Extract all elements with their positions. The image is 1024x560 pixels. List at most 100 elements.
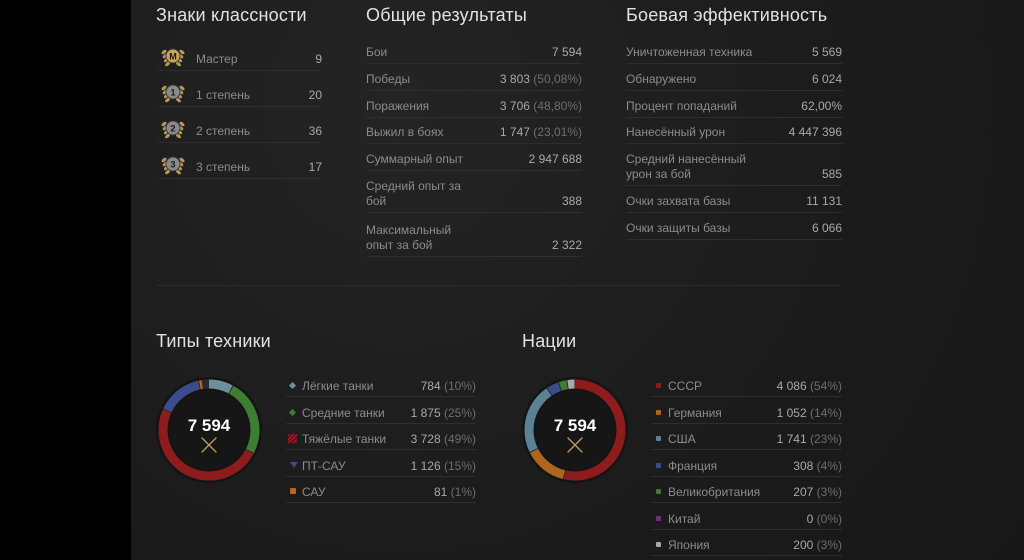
overall-row-label: Средний опыт за бой [366, 179, 461, 208]
medium-tank-icon [288, 408, 297, 416]
legend-percent: (23%) [809, 432, 842, 446]
overall-value-percent: (48,80%) [533, 99, 582, 113]
nation-marker-icon [656, 489, 661, 494]
legend-count: 0 [806, 511, 814, 526]
overall-row-label: Выжил в боях [366, 125, 444, 139]
vehicle_types-legend-label: Средние танки [302, 405, 385, 420]
nations-legend-label: Франция [668, 458, 718, 473]
vehicle_types-legend-value: 784 (10%) [421, 379, 476, 393]
efficiency-row-label: Средний нанесённый урон за бой [626, 152, 746, 181]
nation-marker-icon [656, 515, 661, 521]
overall-row: Максимальный опыт за бой 2 322 [366, 222, 582, 257]
overall-row-label: Максимальный опыт за бой [366, 223, 452, 252]
legend-percent: (54%) [809, 379, 842, 393]
badge-laurel-icon: M [158, 44, 188, 72]
donut-segment [158, 379, 260, 481]
efficiency-row-value: 62,00% [801, 99, 842, 113]
legend-percent: (25%) [443, 405, 476, 420]
nations-legend-row: Китай 0 (0%) [652, 509, 842, 530]
legend-percent: (0%) [816, 511, 842, 526]
overall-row-label: Победы [366, 72, 411, 86]
overall-value-percent: (23,01%) [533, 125, 582, 139]
nations-legend-row: СССР 4 086 (54%) [652, 376, 842, 397]
vehicle_types-legend-row: Тяжёлые танки 3 728 (49%) [286, 429, 476, 450]
overall-row: Суммарный опыт 2 947 688 [366, 151, 582, 171]
nations-legend-value: 308 (4%) [793, 459, 842, 473]
nation-marker-icon [656, 383, 661, 388]
nations-legend-label: Япония [668, 538, 710, 552]
vehicle_types-legend-label: ПТ-САУ [302, 458, 346, 473]
donut-total-value: 7 594 [554, 416, 597, 435]
badge-laurel-icon: 1 [158, 80, 188, 108]
efficiency-row-label: Нанесённый урон [626, 125, 726, 139]
heavy-tank-icon [288, 434, 297, 443]
overall-row: Победы 3 803 (50,08%) [366, 71, 582, 91]
vehicle_types-legend-row: ПТ-САУ 1 126 (15%) [286, 456, 476, 477]
legend-count: 200 [793, 538, 814, 552]
badge-value: 20 [308, 88, 322, 102]
legend-percent: (15%) [443, 458, 476, 473]
spg-icon [290, 488, 296, 494]
legend-percent: (4%) [816, 458, 842, 473]
badge-icon-text: 3 [170, 160, 175, 170]
badge-laurel-icon: 2 [158, 116, 188, 144]
badge-label: Мастер [196, 52, 238, 66]
efficiency-row-value: 4 447 396 [788, 125, 842, 139]
legend-count: 4 086 [776, 379, 807, 393]
overall-row: Бои 7 594 [366, 44, 582, 64]
crossed-swords-icon [201, 437, 217, 453]
badge-value: 36 [308, 124, 322, 138]
nations-donut: 7 594 [522, 377, 628, 483]
legend-count: 1 875 [410, 405, 441, 420]
vehicle-types-title: Типы техники [156, 331, 271, 351]
badge-label: 2 степень [196, 124, 251, 138]
badges-title: Знаки классности [156, 5, 307, 25]
vehicle_types-legend-label: САУ [302, 485, 326, 499]
vehicle-types-donut: 7 594 [156, 377, 262, 483]
donut-segment [524, 379, 626, 481]
efficiency-title: Боевая эффективность [626, 5, 828, 25]
legend-percent: (14%) [809, 405, 842, 420]
efficiency-row-label: Очки захвата базы [626, 194, 731, 208]
vehicle_types-legend-row: Средние танки 1 875 (25%) [286, 403, 476, 424]
badge-label: 1 степень [196, 88, 251, 102]
vehicle_types-legend-value: 1 126 (15%) [411, 459, 476, 473]
nations-legend-label: Великобритания [668, 485, 761, 499]
td-icon [290, 461, 298, 468]
overall-row-value: 1 747 (23,01%) [500, 125, 582, 140]
crossed-swords-icon [567, 437, 583, 453]
nations-legend-value: 0 (0%) [807, 512, 842, 526]
vehicle_types-legend-row: САУ 81 (1%) [286, 482, 476, 503]
vehicle_types-legend-value: 1 875 (25%) [411, 406, 476, 420]
efficiency-row-value: 585 [821, 167, 842, 181]
nations-legend-row: Япония 200 (3%) [652, 535, 842, 556]
efficiency-row: Нанесённый урон 4 447 396 [626, 124, 842, 144]
nations-legend-value: 200 (3%) [793, 538, 842, 552]
overall-value-number: 7 594 [551, 45, 582, 59]
efficiency-row: Средний нанесённый урон за бой 585 [626, 151, 842, 186]
efficiency-row: Процент попаданий 62,00% [626, 98, 842, 118]
overall-row: Средний опыт за бой 388 [366, 178, 582, 213]
nations-legend-label: Германия [668, 405, 722, 420]
overall-value-number: 3 706 [499, 99, 530, 113]
efficiency-row-label: Обнаружено [626, 72, 697, 86]
nations-legend-value: 4 086 (54%) [777, 379, 842, 393]
overall-row-value: 388 [562, 194, 582, 209]
nations-legend-row: США 1 741 (23%) [652, 429, 842, 450]
legend-count: 784 [420, 379, 441, 393]
overall-value-number: 3 803 [499, 72, 530, 86]
donut-center [535, 390, 615, 470]
legend-percent: (3%) [816, 485, 842, 499]
legend-count: 1 126 [410, 458, 441, 473]
overall-row-value: 7 594 [552, 45, 582, 60]
efficiency-row-value: 11 131 [806, 194, 842, 208]
overall-row: Выжил в боях 1 747 (23,01%) [366, 124, 582, 144]
badge-icon-text: 1 [170, 88, 175, 98]
vehicle_types-legend-label: Лёгкие танки [302, 379, 374, 393]
efficiency-row: Уничтоженная техника 5 569 [626, 44, 842, 64]
efficiency-row-label: Очки защиты базы [626, 221, 731, 235]
overall-row: Поражения 3 706 (48,80%) [366, 98, 582, 118]
legend-count: 1 052 [776, 405, 807, 420]
nation-marker-icon [656, 542, 661, 547]
legend-count: 207 [793, 485, 814, 499]
